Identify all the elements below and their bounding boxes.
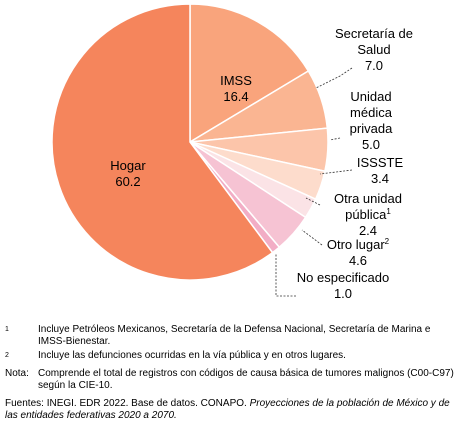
leader-line [305,197,321,206]
value-label: 3.4 [370,171,390,186]
sources: Fuentes: INEGI. EDR 2022. Base de datos.… [5,398,460,422]
superscript: 2 [384,237,390,246]
sources-text: INEGI. EDR 2022. Base de datos. CONAPO. [46,398,247,409]
value-label: 5.0 [361,137,381,152]
value-label: 7.0 [364,58,384,73]
leader-line [315,67,353,89]
slice-label: Unidad médica privada 5.0 [340,89,402,153]
category: IMSS [220,73,252,88]
leader-line [329,137,341,141]
footnote-text: Incluye Petróleos Mexicanos, Secretaría … [38,324,431,347]
footnote-marker: 1 [5,326,9,333]
value-label: 1.0 [333,286,353,301]
footnote-text: Incluye las defunciones ocurridas en la … [38,350,346,361]
slice-label: Otro lugar2 4.6 [322,237,394,269]
slice-label: ISSSTE 3.4 [350,155,410,187]
category: Secretaría de Salud [334,26,414,57]
category: Unidad médica privada [349,89,393,136]
note-label: Nota: [5,368,29,379]
category: Otro lugar [326,237,385,252]
leader-line [275,254,296,297]
value-label: 60.2 [115,174,141,189]
value-label: 16.4 [223,89,249,104]
pie-slice [189,3,310,144]
slice-label: Hogar 60.2 [100,158,156,190]
leader-line [301,229,323,246]
leader-line [319,169,353,175]
slice-label: Secretaría de Salud 7.0 [328,26,420,74]
sources-title: Proyecciones de la población de México y… [5,398,450,421]
leader-lines [275,67,353,297]
category: Otra unidad pública [334,191,402,222]
category: Hogar [110,158,146,173]
slice-label: No especificado 1.0 [296,270,390,302]
pie-slice [51,3,274,281]
value-label: 4.6 [348,253,368,268]
category: ISSSTE [356,155,404,170]
value-label: 2.4 [358,223,378,238]
slice-label: Otra unidad pública1 2.4 [318,191,418,239]
slice-label: IMSS 16.4 [214,73,258,105]
sources-label: Fuentes: [5,398,44,409]
note-text: Comprende el total de registros con códi… [38,368,454,391]
superscript: 1 [386,207,391,216]
category: No especificado [296,270,390,285]
footnote-marker: 2 [5,352,9,359]
